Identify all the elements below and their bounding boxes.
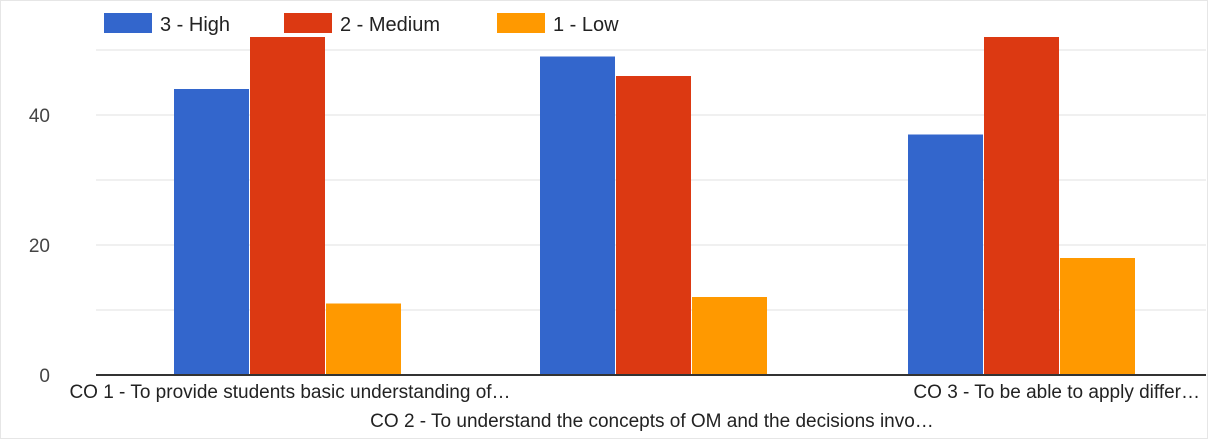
y-tick-label-20: 20: [29, 236, 50, 257]
legend-label-1: 3 - High: [160, 14, 230, 36]
y-tick-label-0: 0: [39, 366, 50, 387]
bar-1-3-high: [174, 89, 249, 375]
bar-2-3-high: [540, 56, 615, 375]
x-tick-label-3: CO 3 - To be able to apply differ…: [913, 382, 1200, 403]
bar-2-1-low: [692, 297, 767, 375]
bar-3-2-medium: [984, 37, 1059, 375]
bar-1-2-medium: [250, 37, 325, 375]
legend-label-2: 2 - Medium: [340, 14, 440, 36]
legend-label-3: 1 - Low: [553, 14, 619, 36]
bar-3-3-high: [908, 134, 983, 375]
legend-swatch-2: [284, 13, 332, 33]
legend-swatch-1: [104, 13, 152, 33]
legend-swatch-3: [497, 13, 545, 33]
x-tick-label-1: CO 1 - To provide students basic underst…: [69, 382, 510, 403]
bar-3-1-low: [1060, 258, 1135, 375]
bar-1-1-low: [326, 303, 401, 375]
y-tick-label-40: 40: [29, 106, 50, 127]
bar-2-2-medium: [616, 76, 691, 375]
x-tick-label-2: CO 2 - To understand the concepts of OM …: [370, 411, 934, 432]
